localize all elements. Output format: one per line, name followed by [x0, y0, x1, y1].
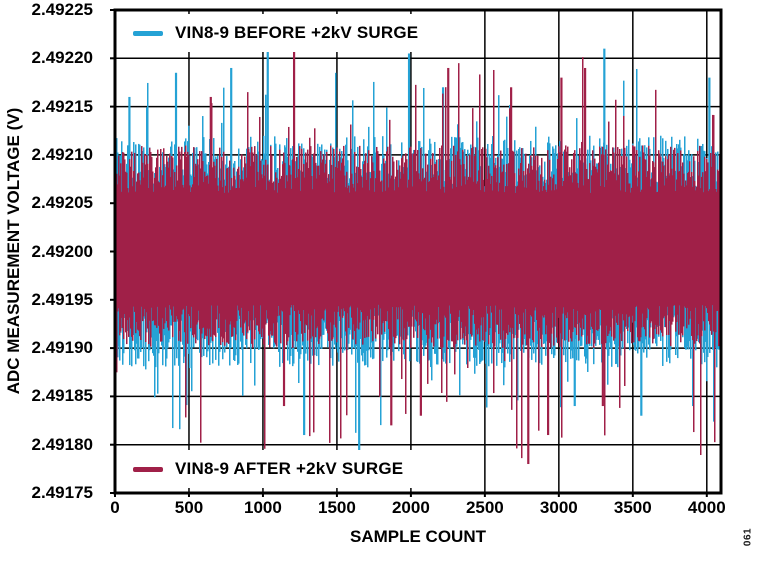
x-tick-label: 0 — [110, 498, 120, 517]
y-tick-label: 2.49225 — [31, 0, 93, 19]
y-tick-label: 2.49205 — [31, 193, 93, 213]
y-tick-label: 2.49175 — [31, 483, 93, 502]
x-tick-label: 1000 — [244, 498, 282, 517]
x-tick-label: 3500 — [613, 498, 652, 517]
y-tick-label: 2.49180 — [31, 434, 93, 454]
legend-series-before: VIN8-9 BEFORE +2kV SURGE — [123, 14, 433, 52]
figure-number: 061 — [742, 527, 754, 547]
x-tick-label: 1500 — [318, 498, 356, 517]
x-tick-label: 500 — [174, 498, 204, 517]
y-tick-label: 2.49210 — [31, 144, 93, 164]
x-axis-title: SAMPLE COUNT — [350, 527, 486, 546]
y-tick-label: 2.49215 — [31, 96, 93, 116]
x-tick-label: 4000 — [687, 498, 726, 517]
x-tick-label: 2500 — [465, 498, 504, 517]
y-tick-label: 2.49200 — [31, 241, 93, 261]
y-tick-label: 2.49220 — [31, 48, 93, 68]
x-tick-label: 2000 — [391, 498, 430, 517]
x-tick-label: 3000 — [539, 498, 578, 517]
legend-label-after: VIN8-9 AFTER +2kV SURGE — [175, 459, 404, 478]
legend-dash-before-icon — [133, 30, 163, 36]
legend-dash-after-icon — [133, 466, 163, 472]
legend-series-after: VIN8-9 AFTER +2kV SURGE — [123, 450, 418, 488]
y-tick-label: 2.49195 — [31, 289, 93, 309]
y-tick-label: 2.49185 — [31, 386, 93, 406]
legend-label-before: VIN8-9 BEFORE +2kV SURGE — [175, 23, 419, 42]
y-tick-label: 2.49190 — [31, 338, 93, 358]
